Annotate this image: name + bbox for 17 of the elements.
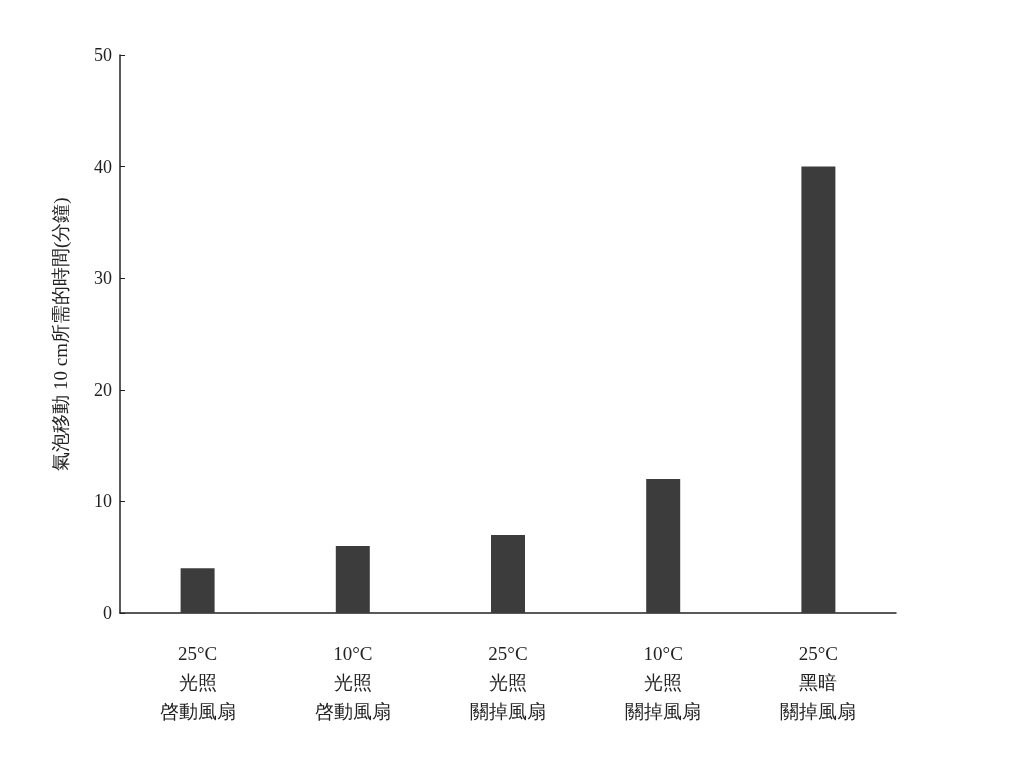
bar [180,568,215,613]
bar [335,546,370,613]
y-tick-label: 30 [94,268,112,289]
x-tick-label: 10°C光照關掉風扇 [625,643,702,722]
x-tick-label: 25°C光照關掉風扇 [470,643,546,722]
x-tick-label: 25°C光照啓動風扇 [159,643,236,722]
y-tick-label: 50 [94,45,112,65]
y-tick-label: 20 [94,379,112,400]
bar [646,479,681,613]
y-axis-title: 氣泡移動 10 cm所需的時間(分鐘) [50,197,72,471]
y-tick-label: 10 [94,491,112,512]
x-tick-label: 25°C黑暗關掉風扇 [780,643,857,722]
x-tick-label: 10°C光照啓動風扇 [314,643,391,722]
y-tick-label: 0 [103,603,112,623]
bar [491,534,525,613]
bar [801,166,836,613]
y-tick-label: 40 [94,156,112,177]
